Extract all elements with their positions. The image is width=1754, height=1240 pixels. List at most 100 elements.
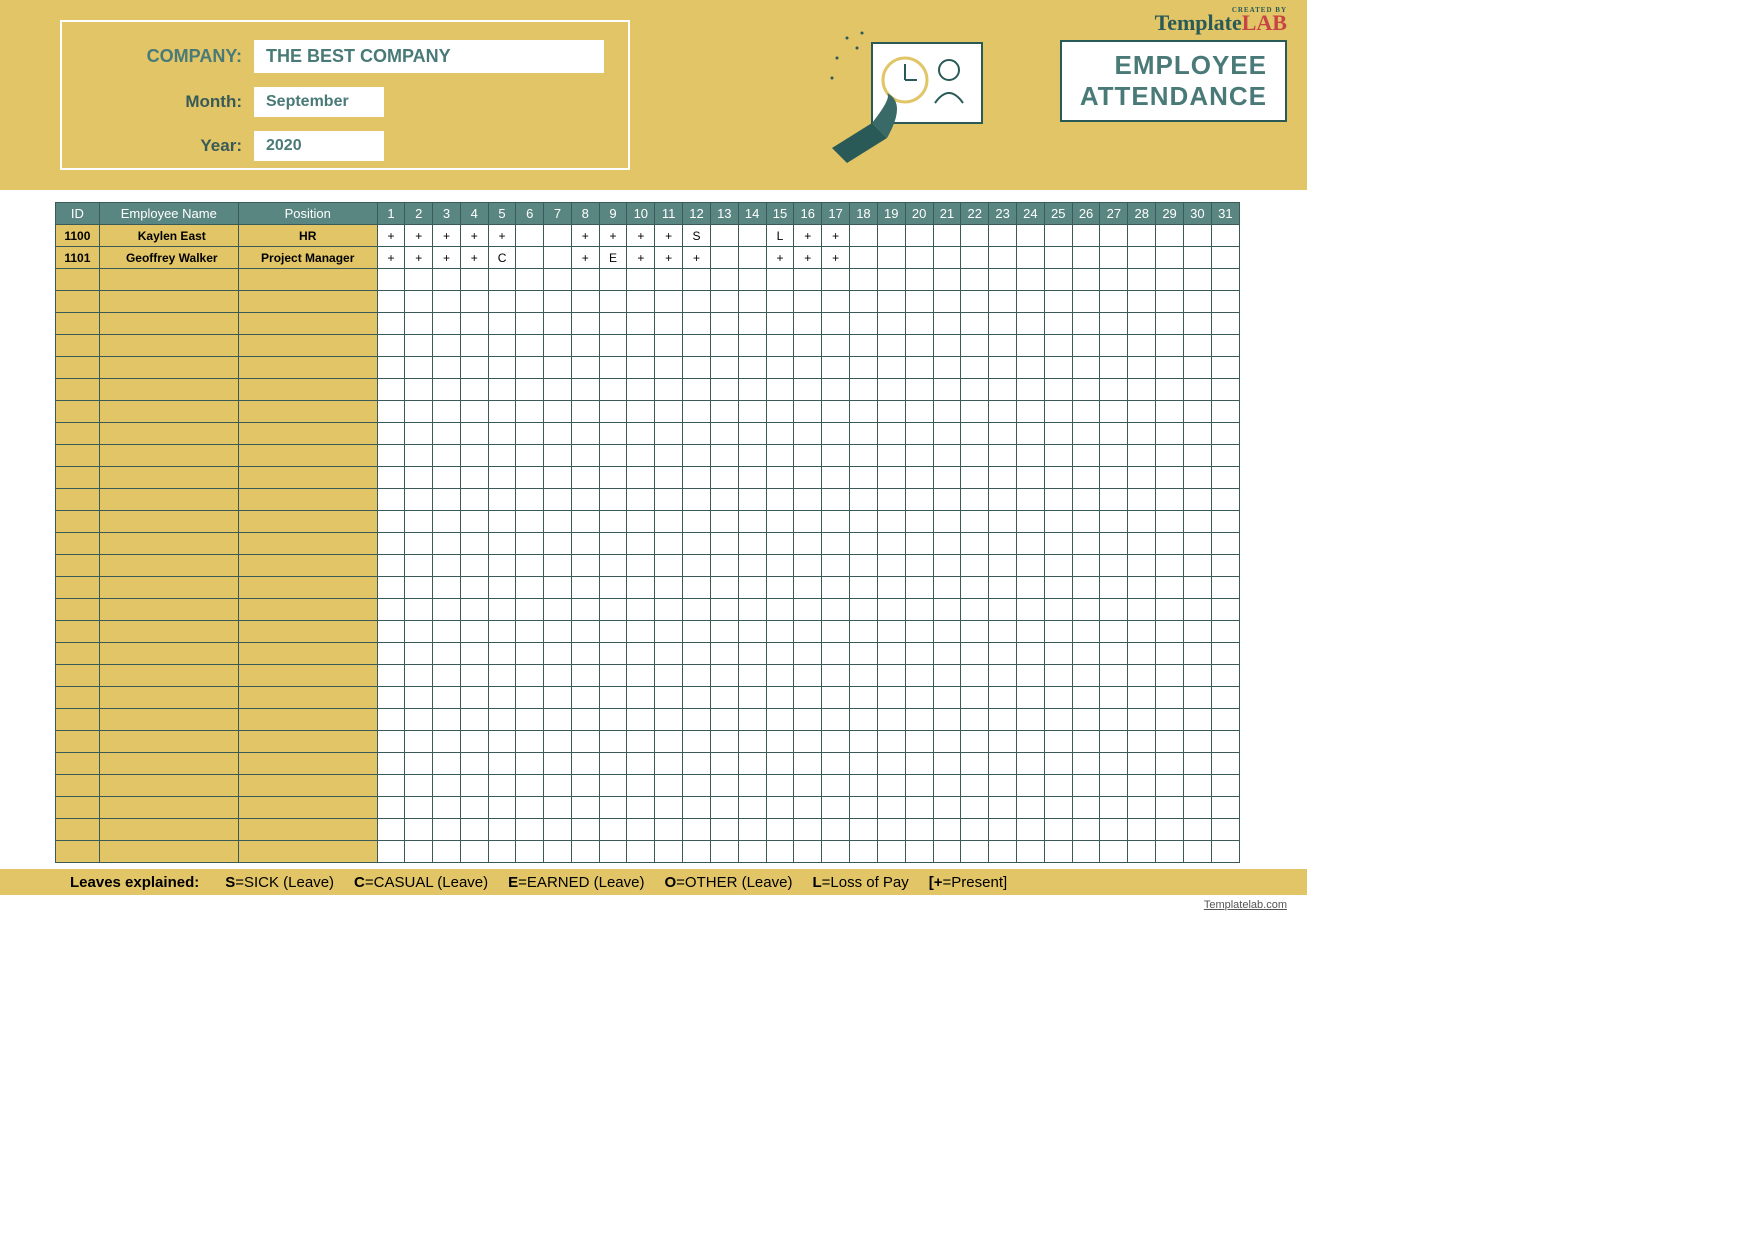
cell-day[interactable] bbox=[877, 445, 905, 467]
cell-day[interactable] bbox=[460, 489, 488, 511]
cell-day[interactable] bbox=[488, 467, 516, 489]
cell-position[interactable] bbox=[238, 357, 377, 379]
cell-day[interactable]: + bbox=[571, 225, 599, 247]
cell-day[interactable] bbox=[1128, 599, 1156, 621]
cell-day[interactable] bbox=[405, 533, 433, 555]
cell-day[interactable] bbox=[1156, 599, 1184, 621]
cell-day[interactable] bbox=[571, 555, 599, 577]
cell-day[interactable] bbox=[1156, 687, 1184, 709]
cell-day[interactable]: + bbox=[460, 225, 488, 247]
cell-day[interactable] bbox=[1128, 797, 1156, 819]
cell-day[interactable] bbox=[627, 379, 655, 401]
cell-day[interactable] bbox=[1072, 247, 1100, 269]
cell-day[interactable] bbox=[905, 445, 933, 467]
cell-name[interactable] bbox=[99, 797, 238, 819]
cell-day[interactable] bbox=[1072, 445, 1100, 467]
cell-day[interactable] bbox=[377, 599, 405, 621]
cell-day[interactable] bbox=[655, 401, 683, 423]
cell-day[interactable] bbox=[1156, 621, 1184, 643]
cell-day[interactable] bbox=[1156, 731, 1184, 753]
cell-day[interactable] bbox=[377, 445, 405, 467]
cell-day[interactable] bbox=[822, 467, 850, 489]
cell-day[interactable] bbox=[571, 291, 599, 313]
cell-day[interactable] bbox=[738, 665, 766, 687]
cell-day[interactable] bbox=[1156, 291, 1184, 313]
cell-day[interactable] bbox=[1128, 775, 1156, 797]
cell-day[interactable] bbox=[961, 423, 989, 445]
cell-day[interactable] bbox=[516, 247, 544, 269]
cell-day[interactable] bbox=[710, 775, 738, 797]
cell-day[interactable] bbox=[516, 225, 544, 247]
cell-day[interactable] bbox=[488, 511, 516, 533]
cell-day[interactable] bbox=[571, 445, 599, 467]
cell-day[interactable] bbox=[710, 225, 738, 247]
cell-day[interactable] bbox=[877, 665, 905, 687]
cell-id[interactable] bbox=[56, 335, 100, 357]
cell-day[interactable] bbox=[1211, 379, 1239, 401]
cell-day[interactable] bbox=[1044, 247, 1072, 269]
cell-id[interactable] bbox=[56, 621, 100, 643]
cell-day[interactable]: + bbox=[627, 247, 655, 269]
cell-day[interactable] bbox=[822, 599, 850, 621]
cell-day[interactable] bbox=[1156, 555, 1184, 577]
cell-position[interactable] bbox=[238, 643, 377, 665]
cell-day[interactable] bbox=[794, 819, 822, 841]
cell-day[interactable] bbox=[433, 489, 461, 511]
month-value[interactable]: September bbox=[254, 87, 384, 117]
cell-day[interactable] bbox=[1100, 665, 1128, 687]
cell-day[interactable] bbox=[989, 313, 1017, 335]
cell-day[interactable] bbox=[710, 489, 738, 511]
cell-day[interactable] bbox=[1072, 709, 1100, 731]
cell-position[interactable] bbox=[238, 753, 377, 775]
cell-day[interactable] bbox=[905, 247, 933, 269]
cell-day[interactable] bbox=[933, 709, 961, 731]
cell-day[interactable] bbox=[794, 577, 822, 599]
cell-day[interactable] bbox=[544, 511, 572, 533]
cell-day[interactable] bbox=[877, 841, 905, 863]
cell-day[interactable] bbox=[683, 753, 711, 775]
cell-day[interactable] bbox=[794, 709, 822, 731]
cell-day[interactable] bbox=[1211, 709, 1239, 731]
cell-day[interactable] bbox=[655, 599, 683, 621]
cell-day[interactable] bbox=[738, 577, 766, 599]
cell-name[interactable] bbox=[99, 753, 238, 775]
cell-day[interactable] bbox=[794, 797, 822, 819]
cell-name[interactable] bbox=[99, 665, 238, 687]
cell-day[interactable] bbox=[1156, 467, 1184, 489]
cell-day[interactable] bbox=[850, 489, 878, 511]
cell-day[interactable] bbox=[405, 291, 433, 313]
cell-day[interactable] bbox=[627, 313, 655, 335]
cell-day[interactable] bbox=[738, 335, 766, 357]
cell-day[interactable] bbox=[1156, 313, 1184, 335]
cell-day[interactable] bbox=[961, 643, 989, 665]
cell-day[interactable] bbox=[877, 511, 905, 533]
cell-day[interactable] bbox=[850, 687, 878, 709]
cell-day[interactable] bbox=[989, 555, 1017, 577]
cell-day[interactable] bbox=[655, 533, 683, 555]
cell-day[interactable]: + bbox=[377, 247, 405, 269]
cell-day[interactable] bbox=[1211, 401, 1239, 423]
cell-day[interactable] bbox=[738, 291, 766, 313]
cell-day[interactable] bbox=[933, 423, 961, 445]
cell-day[interactable] bbox=[905, 467, 933, 489]
cell-day[interactable] bbox=[989, 335, 1017, 357]
cell-day[interactable] bbox=[794, 775, 822, 797]
cell-day[interactable] bbox=[766, 379, 794, 401]
cell-day[interactable] bbox=[599, 269, 627, 291]
cell-id[interactable] bbox=[56, 357, 100, 379]
cell-day[interactable] bbox=[1072, 357, 1100, 379]
cell-day[interactable] bbox=[433, 599, 461, 621]
cell-day[interactable] bbox=[488, 445, 516, 467]
cell-position[interactable] bbox=[238, 269, 377, 291]
cell-day[interactable] bbox=[1072, 621, 1100, 643]
cell-day[interactable] bbox=[1072, 401, 1100, 423]
cell-day[interactable]: + bbox=[488, 225, 516, 247]
cell-day[interactable]: + bbox=[655, 247, 683, 269]
cell-day[interactable] bbox=[794, 269, 822, 291]
cell-day[interactable] bbox=[1183, 247, 1211, 269]
cell-day[interactable] bbox=[961, 753, 989, 775]
cell-day[interactable] bbox=[377, 687, 405, 709]
cell-day[interactable] bbox=[710, 731, 738, 753]
cell-position[interactable] bbox=[238, 687, 377, 709]
cell-day[interactable] bbox=[1044, 269, 1072, 291]
